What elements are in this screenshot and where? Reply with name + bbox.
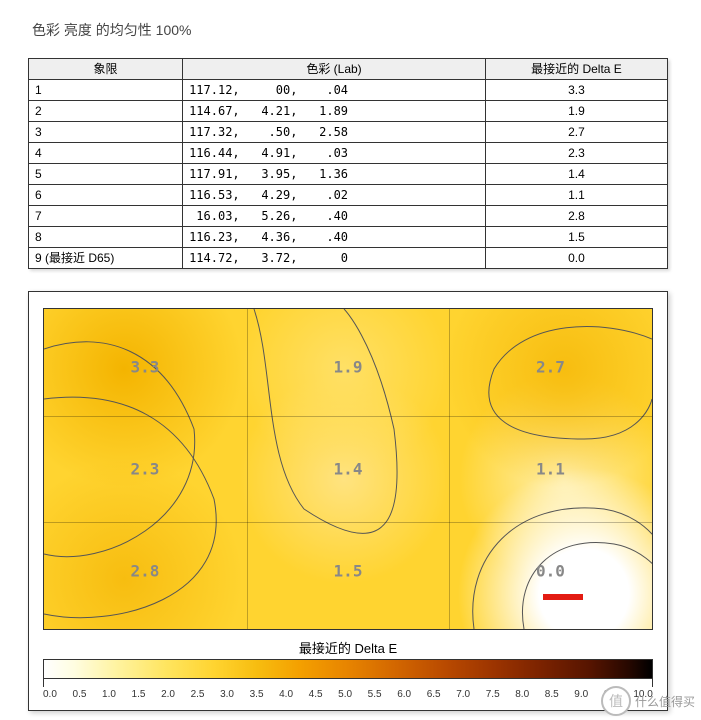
heatmap-value: 1.9: [334, 357, 363, 376]
cell-deltae: 2.3: [485, 143, 667, 164]
page-title: 色彩 亮度 的均匀性 100%: [32, 20, 673, 40]
watermark-text: 什么值得买: [635, 693, 695, 710]
colorbar-title: 最接近的 Delta E: [43, 638, 653, 657]
cell-quadrant: 3: [29, 122, 183, 143]
heatmap-value: 1.1: [536, 460, 565, 479]
table-row: 4116.44, 4.91, .032.3: [29, 143, 668, 164]
table-row: 2114.67, 4.21, 1.891.9: [29, 101, 668, 122]
cell-lab: 116.23, 4.36, .40: [183, 227, 486, 248]
heatmap-value: 2.7: [536, 357, 565, 376]
cell-deltae: 0.0: [485, 248, 667, 269]
cell-deltae: 1.1: [485, 185, 667, 206]
heatmap-value: 1.4: [334, 460, 363, 479]
watermark-badge-icon: 值: [601, 686, 631, 716]
cell-deltae: 1.9: [485, 101, 667, 122]
cell-lab: 117.91, 3.95, 1.36: [183, 164, 486, 185]
cell-quadrant: 2: [29, 101, 183, 122]
cell-deltae: 1.5: [485, 227, 667, 248]
cell-quadrant: 5: [29, 164, 183, 185]
colorbar: [44, 659, 652, 679]
table-row: 9 (最接近 D65)114.72, 3.72, 00.0: [29, 248, 668, 269]
table-row: 6116.53, 4.29, .021.1: [29, 185, 668, 206]
cell-quadrant: 4: [29, 143, 183, 164]
table-row: 1117.12, 00, .043.3: [29, 80, 668, 101]
cell-lab: 117.32, .50, 2.58: [183, 122, 486, 143]
cell-lab: 117.12, 00, .04: [183, 80, 486, 101]
cell-deltae: 2.7: [485, 122, 667, 143]
cell-quadrant: 7: [29, 206, 183, 227]
cell-lab: 16.03, 5.26, .40: [183, 206, 486, 227]
colorbar-ticks: 0.00.51.01.52.02.53.03.54.04.55.05.56.06…: [43, 689, 653, 700]
cell-quadrant: 8: [29, 227, 183, 248]
table-row: 7 16.03, 5.26, .402.8: [29, 206, 668, 227]
heatmap: 3.3 1.9 2.7 2.3 1.4 1.1 2.8 1.5 0.0: [43, 308, 653, 630]
col-lab: 色彩 (Lab): [183, 59, 486, 80]
cell-deltae: 1.4: [485, 164, 667, 185]
cell-quadrant: 6: [29, 185, 183, 206]
cell-quadrant: 1: [29, 80, 183, 101]
table-row: 3117.32, .50, 2.582.7: [29, 122, 668, 143]
heatmap-value: 2.8: [130, 562, 159, 581]
heatmap-value: 1.5: [334, 562, 363, 581]
table-row: 8116.23, 4.36, .401.5: [29, 227, 668, 248]
cell-quadrant: 9 (最接近 D65): [29, 248, 183, 269]
cell-lab: 116.53, 4.29, .02: [183, 185, 486, 206]
cell-deltae: 3.3: [485, 80, 667, 101]
reference-marker: [543, 594, 583, 600]
heatmap-value: 2.3: [130, 460, 159, 479]
table-row: 5117.91, 3.95, 1.361.4: [29, 164, 668, 185]
col-quadrant: 象限: [29, 59, 183, 80]
col-deltae: 最接近的 Delta E: [485, 59, 667, 80]
watermark: 值 什么值得买: [601, 686, 695, 716]
cell-lab: 114.67, 4.21, 1.89: [183, 101, 486, 122]
heatmap-panel: 3.3 1.9 2.7 2.3 1.4 1.1 2.8 1.5 0.0 最接近的 Delta E…: [28, 291, 668, 711]
uniformity-table: 象限 色彩 (Lab) 最接近的 Delta E 1117.12, 00, .0…: [28, 58, 668, 269]
cell-lab: 114.72, 3.72, 0: [183, 248, 486, 269]
heatmap-value: 0.0: [536, 562, 565, 581]
cell-deltae: 2.8: [485, 206, 667, 227]
heatmap-value: 3.3: [130, 357, 159, 376]
cell-lab: 116.44, 4.91, .03: [183, 143, 486, 164]
